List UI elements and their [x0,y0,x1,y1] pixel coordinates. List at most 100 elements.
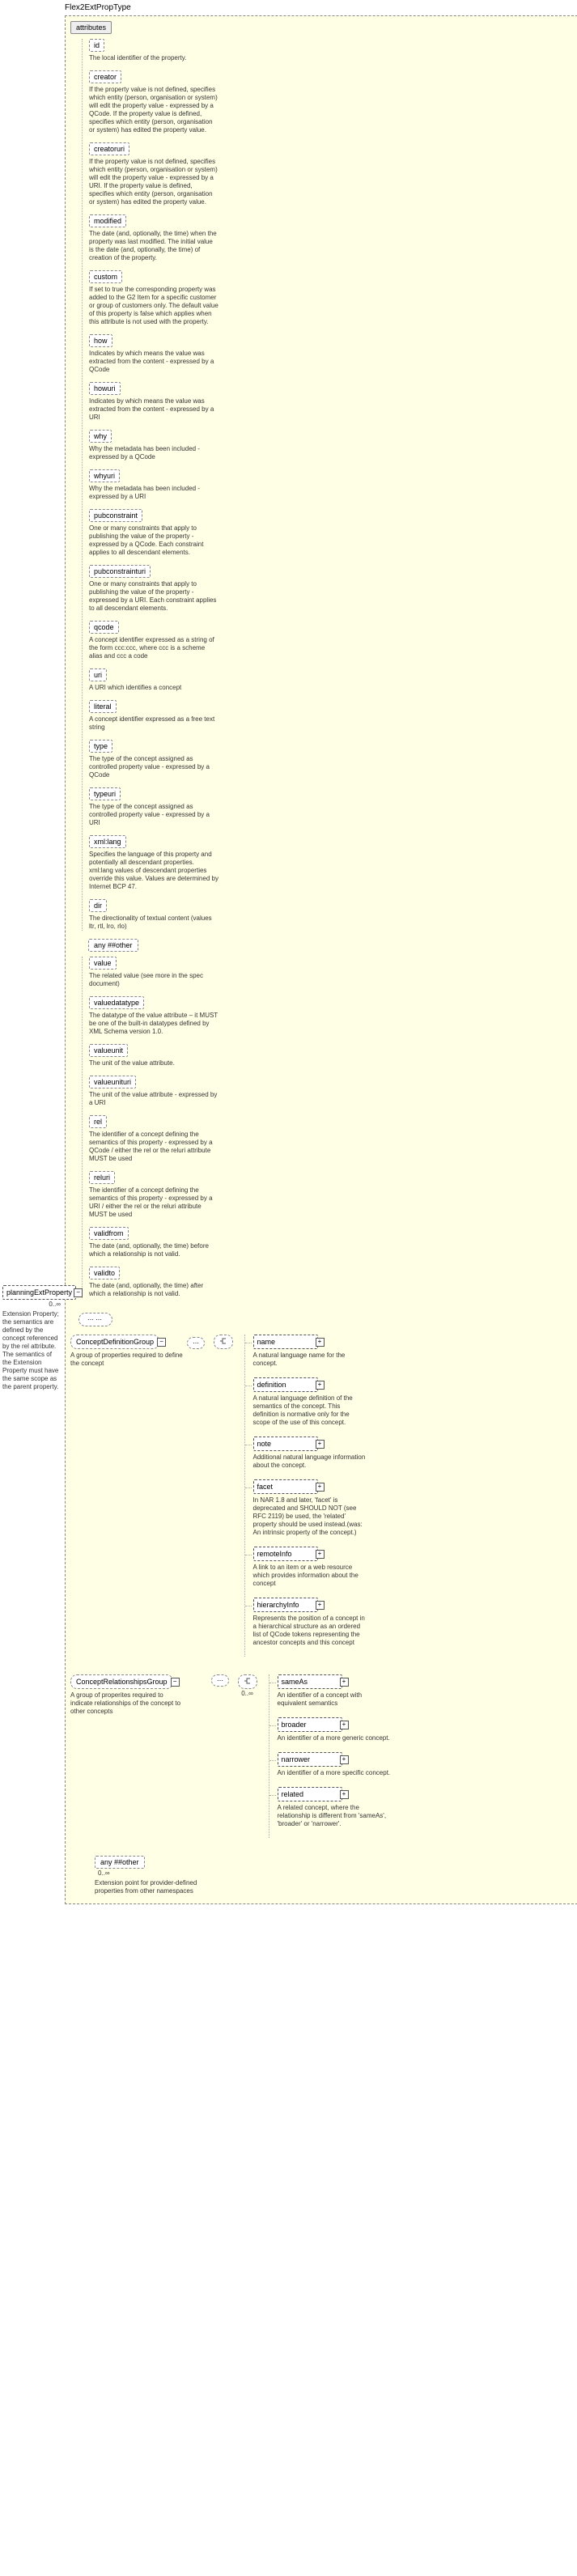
attribute-item: valuedatatypeThe datatype of the value a… [89,996,218,1036]
collapse-icon[interactable]: − [74,1288,83,1297]
attributes-header: attributes [70,21,112,34]
attribute-item: qcodeA concept identifier expressed as a… [89,621,218,660]
attribute-desc: A URI which identifies a concept [89,684,218,692]
attribute-name: validfrom [89,1227,129,1240]
sequence-icon: ⋯ [211,1674,229,1687]
attribute-name: uri [89,668,107,681]
attribute-name: howuri [89,382,121,395]
attribute-desc: Specifies the language of this property … [89,851,218,891]
expand-icon[interactable]: + [316,1483,325,1492]
expand-icon[interactable]: + [316,1550,325,1559]
child-element-box: definition+ [253,1377,318,1392]
expand-icon[interactable]: + [340,1721,349,1729]
child-element: narrower+An identifier of a more specifi… [278,1752,391,1777]
child-element: broader+ An identifier of a more generic … [278,1717,391,1742]
any-attribute: any ##other [88,939,138,952]
collapse-icon[interactable]: − [171,1678,180,1687]
attribute-desc: Indicates by which means the value was e… [89,397,218,422]
attribute-desc: The unit of the value attribute. [89,1059,218,1067]
any-desc: Extension point for provider-defined pro… [95,1879,208,1895]
expand-icon[interactable]: + [316,1381,325,1390]
attribute-item: literalA concept identifier expressed as… [89,700,218,732]
child-element-box: note+ [253,1437,318,1451]
attribute-name: rel [89,1115,107,1128]
attribute-desc: The type of the concept assigned as cont… [89,755,218,779]
collapse-icon[interactable]: − [157,1338,166,1347]
child-element: definition+A natural language definition… [253,1377,367,1427]
expand-icon[interactable]: + [316,1338,325,1347]
child-label: related [282,1790,304,1798]
attribute-name: whyuri [89,469,120,482]
attribute-name: qcode [89,621,119,634]
child-element: sameAs+An identifier of a concept with e… [278,1674,391,1708]
attribute-desc: The unit of the value attribute - expres… [89,1091,218,1107]
child-label: hierarchyInfo [257,1601,299,1609]
child-element-box: hierarchyInfo+ [253,1598,318,1612]
attribute-item: creatorIf the property value is not defi… [89,70,218,134]
attribute-item: valueThe related value (see more in the … [89,957,218,988]
attribute-desc: A concept identifier expressed as a free… [89,715,218,732]
expand-icon[interactable]: + [316,1601,325,1610]
attribute-item: whyWhy the metadata has been included - … [89,430,218,461]
child-element: note+Additional natural language informa… [253,1437,367,1470]
attribute-item: xml:lang Specifies the language of this p… [89,835,218,891]
cdg-children: name+ A natural language name for the con… [244,1335,367,1657]
attribute-desc: The identifier of a concept defining the… [89,1186,218,1219]
child-element-box: broader+ [278,1717,342,1732]
attribute-name: valuedatatype [89,996,144,1009]
expand-icon[interactable]: + [316,1440,325,1449]
attribute-item: modifiedThe date (and, optionally, the t… [89,214,218,262]
attribute-name: pubconstrainturi [89,565,151,578]
attribute-name: type [89,740,112,753]
child-label: note [257,1440,272,1448]
attribute-item: id The local identifier of the property. [89,39,218,62]
root-type-title: Flex2ExtPropType [65,3,577,12]
attribute-desc: The identifier of a concept defining the… [89,1131,218,1163]
attribute-name: xml:lang [89,835,126,848]
child-element: name+ A natural language name for the con… [253,1335,367,1368]
child-element: related+A related concept, where the rel… [278,1787,391,1828]
child-element: remoteInfo+ A link to an item or a web re… [253,1547,367,1588]
attribute-name: valueunituri [89,1076,136,1089]
attribute-item: howIndicates by which means the value wa… [89,334,218,374]
attribute-name: creatoruri [89,142,129,155]
attribute-desc: Why the metadata has been included - exp… [89,445,218,461]
any-element: any ##other [95,1856,145,1869]
child-desc: A link to an item or a web resource whic… [253,1564,367,1588]
attribute-item: reluri The identifier of a concept defini… [89,1171,218,1219]
attribute-desc: The local identifier of the property. [89,54,218,62]
group-label: ConceptRelationshipsGroup [76,1678,168,1686]
child-element-box: sameAs+ [278,1674,342,1689]
sequence-icon: ⋯⋯ [78,1313,112,1326]
concept-relationships-group: ConceptRelationshipsGroup − [70,1674,173,1689]
attribute-name: typeuri [89,787,121,800]
element-label: planningExtProperty [6,1288,72,1296]
attribute-desc: If the property value is not defined, sp… [89,86,218,134]
attribute-name: id [89,39,104,52]
child-element-box: name+ [253,1335,318,1349]
attribute-item: pubconstrainturiOne or many constraints … [89,565,218,613]
attribute-desc: The type of the concept assigned as cont… [89,803,218,827]
attribute-name: reluri [89,1171,115,1184]
attribute-item: type The type of the concept assigned as … [89,740,218,779]
concept-definition-group: ConceptDefinitionGroup − [70,1335,159,1349]
attribute-name: custom [89,270,122,283]
attribute-name: value [89,957,117,970]
choice-icon [238,1674,257,1689]
child-desc: Represents the position of a concept in … [253,1615,367,1647]
attribute-item: valueunituri The unit of the value attrib… [89,1076,218,1107]
child-element-box: remoteInfo+ [253,1547,318,1561]
attributes-column-lower: valueThe related value (see more in the … [82,957,218,1298]
attribute-item: pubconstraintOne or many constraints tha… [89,509,218,557]
expand-icon[interactable]: + [340,1755,349,1764]
attribute-name: valueunit [89,1044,128,1057]
attribute-item: typeuri The type of the concept assigned … [89,787,218,827]
expand-icon[interactable]: + [340,1678,349,1687]
child-element: facet+In NAR 1.8 and later, 'facet' is d… [253,1479,367,1537]
element-desc: Extension Property; the semantics are de… [2,1310,61,1391]
attribute-name: modified [89,214,126,227]
attribute-item: whyuriWhy the metadata has been included… [89,469,218,501]
child-desc: An identifier of a more generic concept. [278,1734,391,1742]
child-desc: A natural language name for the concept. [253,1352,367,1368]
expand-icon[interactable]: + [340,1790,349,1799]
